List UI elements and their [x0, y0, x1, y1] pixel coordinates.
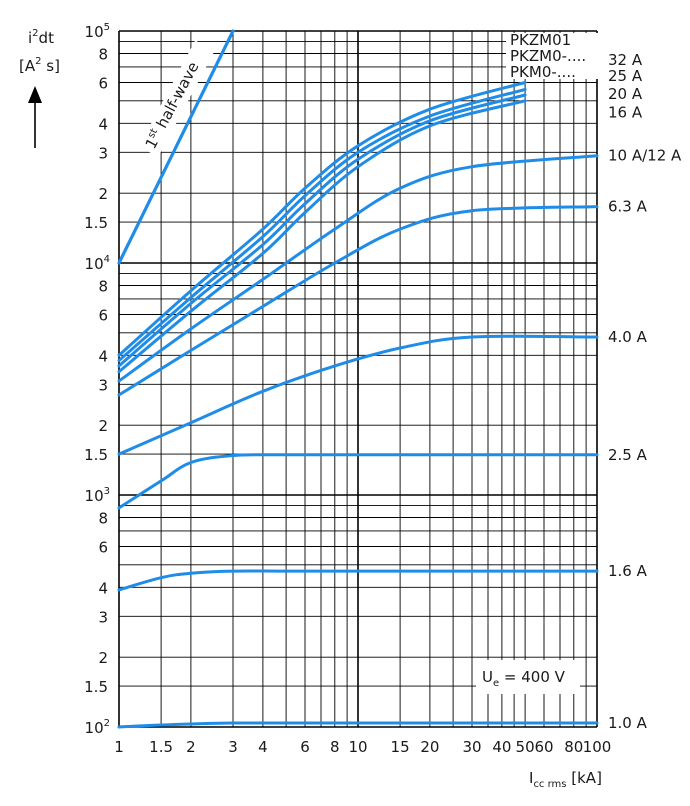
series-4-0-a	[117, 334, 599, 456]
x-tick-label: 6	[300, 738, 310, 756]
x-tick-label: 8	[330, 738, 340, 756]
voltage-label: Ue = 400 V	[482, 668, 566, 689]
y-tick-label: 103	[85, 486, 110, 505]
y-axis-label: i2dt	[28, 28, 54, 47]
x-tick-label: 50	[516, 738, 535, 756]
x-tick-label: 20	[420, 738, 439, 756]
y-tick-label: 4	[98, 347, 108, 365]
series-label: 4.0 A	[608, 328, 648, 346]
y-tick-label: 8	[98, 510, 108, 528]
series-10-a-12-a	[117, 154, 599, 383]
y-tick-label: 1.5	[84, 678, 108, 696]
x-axis-label: Icc rms [kA]	[529, 769, 602, 790]
series-label: 1.6 A	[608, 562, 648, 580]
y-tick-label: 4	[98, 115, 108, 133]
up-arrow-icon	[28, 86, 42, 148]
series-20-a	[117, 93, 527, 368]
series-label: 10 A/12 A	[608, 147, 682, 165]
x-tick-label: 30	[462, 738, 481, 756]
y-tick-label: 8	[98, 278, 108, 296]
series-first-half-wave	[117, 29, 235, 265]
series-label: 20 A	[608, 85, 643, 103]
series-label: 6.3 A	[608, 198, 648, 216]
series-label: 16 A	[608, 104, 643, 122]
series-1-6-a	[117, 569, 599, 592]
series-32-a	[117, 81, 527, 357]
y-tick-label: 102	[85, 718, 110, 737]
series-label: 1.0 A	[608, 714, 648, 732]
y-tick-label: 2	[98, 185, 108, 203]
series-6-3-a	[117, 205, 599, 397]
x-tick-label: 1.5	[149, 738, 173, 756]
y-tick-label: 105	[85, 22, 110, 41]
y-tick-label: 1.5	[84, 214, 108, 232]
x-tick-label: 15	[391, 738, 410, 756]
model-label-pkm0: PKM0-....	[510, 63, 576, 81]
y-tick-label: 6	[98, 75, 108, 93]
series-25-a	[117, 87, 527, 362]
tick-labels: 1 1.5 2 3 4 6 8 10 15 20 30 40 50 60 80 100 102 1.5 2 3 4 6 8 1…	[84, 22, 611, 756]
x-tick-label: 60	[534, 738, 553, 756]
x-tick-label: 2	[186, 738, 196, 756]
series-lines	[117, 29, 599, 729]
model-label-pkzm0: PKZM0-....	[510, 47, 586, 65]
x-tick-label: 4	[258, 738, 268, 756]
y-tick-label: 104	[85, 254, 110, 273]
y-tick-label: 8	[98, 46, 108, 64]
x-tick-label: 1	[114, 738, 124, 756]
x-tick-label: 100	[583, 738, 612, 756]
y-tick-label: 3	[98, 608, 108, 626]
series-labels: 32 A25 A20 A16 A 10 A/12 A 6.3 A 4.0 A 2.5 A…	[608, 51, 682, 732]
x-tick-label: 40	[492, 738, 511, 756]
model-label-pkzm01: PKZM01	[510, 31, 571, 49]
model-label-box	[506, 33, 602, 79]
y-tick-label: 6	[98, 307, 108, 325]
y-tick-label: 6	[98, 539, 108, 557]
y-tick-label: 4	[98, 579, 108, 597]
y-tick-label: 2	[98, 417, 108, 435]
series-16-a	[117, 99, 527, 374]
y-tick-label: 3	[98, 376, 108, 394]
y-tick-label: 1.5	[84, 446, 108, 464]
voltage-box	[476, 660, 580, 694]
grid	[118, 30, 598, 728]
series-label: 32 A	[608, 51, 643, 69]
y-tick-label: 2	[98, 649, 108, 667]
y-tick-label: 3	[98, 144, 108, 162]
x-tick-label: 10	[348, 738, 367, 756]
y-axis-unit: [A2 s]	[19, 56, 60, 75]
x-tick-label: 3	[228, 738, 238, 756]
series-label: 25 A	[608, 67, 643, 85]
series-label: 2.5 A	[608, 446, 648, 464]
series-2-5-a	[117, 453, 599, 510]
series-1-0-a	[117, 721, 599, 729]
x-tick-label: 80	[564, 738, 583, 756]
